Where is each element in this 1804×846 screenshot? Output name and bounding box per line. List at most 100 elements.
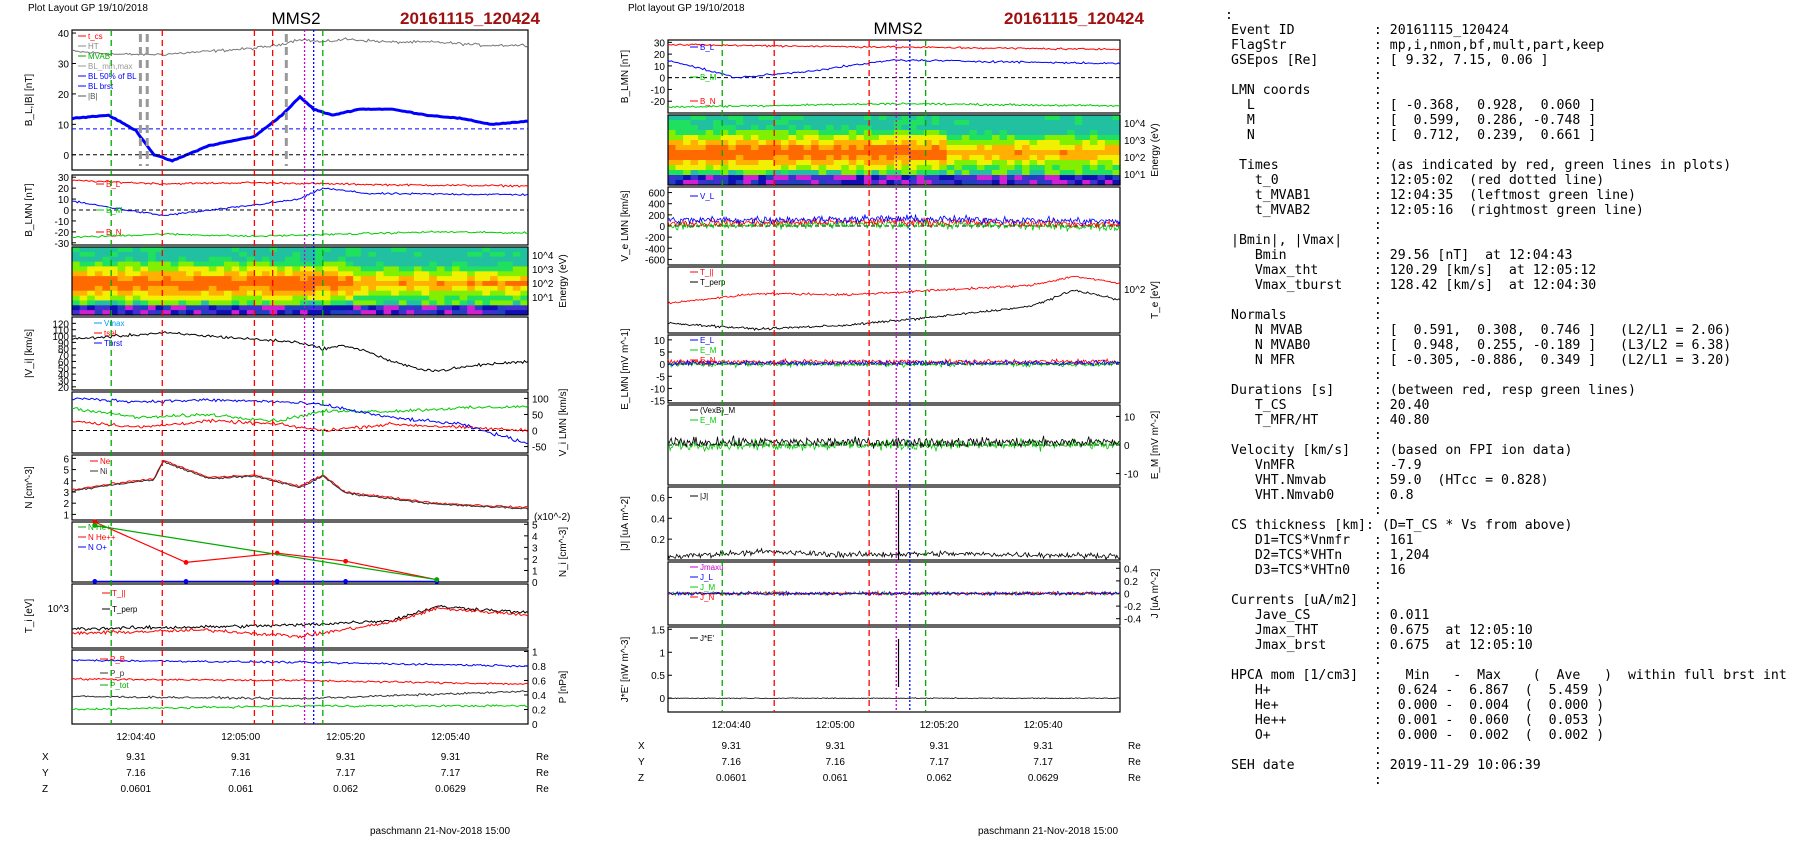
spectrogram-cell	[102, 295, 111, 302]
spectrogram-cell	[856, 130, 865, 136]
spectrogram-cell	[1097, 125, 1106, 131]
spectrogram-cell	[505, 251, 514, 258]
spectrogram-cell	[436, 295, 445, 302]
spectrogram-cell	[246, 266, 255, 272]
spectrogram-cell	[239, 247, 248, 253]
spectrogram-cell	[186, 271, 195, 277]
spectrogram-cell	[322, 300, 331, 306]
spectrogram-cell	[871, 175, 880, 181]
spectrogram-cell	[931, 175, 940, 181]
spectrogram-cell	[186, 310, 195, 316]
spectrogram-cell	[307, 305, 316, 311]
info-line: N : [ 0.712, 0.239, 0.661 ]	[1246, 128, 1597, 143]
spectrogram-cell	[155, 295, 164, 302]
spectrogram-cell	[368, 305, 377, 311]
data-point	[183, 559, 189, 565]
spectrogram-cell	[315, 281, 324, 287]
legend-entry: J_N	[700, 593, 714, 602]
spectrogram-cell	[262, 281, 271, 287]
ephemeris-value: 9.31	[1033, 741, 1053, 752]
series-line	[667, 289, 1121, 332]
spectrogram-cell	[1097, 155, 1106, 161]
spectrogram-cell	[72, 256, 81, 263]
info-line: :	[1373, 578, 1382, 593]
spectrogram-cell	[201, 281, 210, 287]
legend-entry: E_N	[700, 356, 716, 365]
spectrogram-cell	[916, 140, 925, 146]
spectrogram-cell	[452, 305, 461, 311]
spectrogram-cell	[170, 305, 179, 311]
ephemeris-value: 9.31	[336, 752, 356, 763]
spectrogram-cell	[474, 295, 483, 302]
spectrogram-cell	[117, 285, 126, 292]
spectrogram-cell	[474, 276, 483, 282]
ephemeris-label: Y	[638, 757, 645, 768]
spectrogram-cell	[406, 266, 415, 272]
spectrogram-cell	[1029, 115, 1038, 121]
spectrogram-cell	[841, 125, 850, 131]
spectrogram-cell	[254, 281, 263, 287]
spectrogram-cell	[292, 271, 301, 277]
spectrogram-cell	[467, 281, 476, 287]
spectrogram-cell	[345, 271, 354, 277]
spectrogram-cell	[1052, 125, 1061, 131]
spectrogram-cell	[833, 130, 842, 136]
spectrogram-cell	[1029, 180, 1038, 186]
spectrogram-cell	[132, 251, 141, 258]
spectrogram-cell	[924, 175, 933, 181]
info-line: :	[1373, 428, 1382, 443]
spectrogram-cell	[269, 290, 278, 297]
spectrogram-cell	[155, 251, 164, 258]
spectrogram-cell	[1112, 180, 1121, 186]
spectrogram-cell	[436, 266, 445, 272]
spectrogram-cell	[826, 165, 835, 171]
y-tick-label: 0	[63, 206, 69, 217]
spectrogram-cell	[698, 145, 707, 151]
spectrogram-cell	[193, 271, 202, 277]
spectrogram-cell	[87, 295, 96, 302]
spectrogram-cell	[750, 115, 759, 121]
spectrogram-cell	[459, 261, 468, 268]
spectrogram-cell	[292, 300, 301, 306]
spectrogram-cell	[833, 165, 842, 171]
spectrogram-cell	[398, 290, 407, 297]
spectrogram-cell	[878, 150, 887, 156]
spectrogram-cell	[909, 140, 918, 146]
spectrogram-cell	[459, 285, 468, 292]
spectrogram-cell	[520, 281, 529, 287]
spectrogram-cell	[1037, 130, 1046, 136]
spectrogram-cell	[976, 140, 985, 146]
legend-entry: BL_min,max	[88, 62, 132, 71]
spectrogram-cell	[277, 300, 286, 306]
spectrogram-cell	[474, 247, 483, 253]
spectrogram-cell	[360, 276, 369, 282]
spectrogram-cell	[459, 290, 468, 297]
spectrogram-cell	[1007, 130, 1016, 136]
spectrogram-cell	[315, 276, 324, 282]
spectrogram-cell	[773, 140, 782, 146]
spectrogram-cell	[315, 310, 324, 316]
spectrogram-cell	[976, 125, 985, 131]
spectrogram-cell	[833, 140, 842, 146]
spectrogram-cell	[79, 290, 88, 297]
spectrogram-cell	[1007, 145, 1016, 151]
spectrogram-cell	[976, 135, 985, 141]
series-line	[667, 590, 1121, 597]
spectrogram-cell	[231, 305, 240, 311]
spectrogram-cell	[398, 285, 407, 292]
spectrogram-cell	[360, 281, 369, 287]
spectrogram-cell	[353, 276, 362, 282]
info-line: N MVAB0 : [ 0.948, 0.255, -0.189 ] (L3/L…	[1254, 338, 1732, 353]
spectrogram-cell	[474, 266, 483, 272]
spacecraft-left: MMS2	[271, 9, 320, 28]
spectrogram-cell	[246, 251, 255, 258]
spectrogram-cell	[345, 247, 354, 253]
spectrogram-cell	[1022, 170, 1031, 176]
spectrogram-cell	[675, 180, 684, 186]
spectrogram-cell	[269, 256, 278, 263]
spectrogram-cell	[148, 256, 157, 263]
legend-entry: N He+	[88, 523, 111, 532]
spectrogram-cell	[277, 310, 286, 316]
spectrogram-cell	[863, 165, 872, 171]
